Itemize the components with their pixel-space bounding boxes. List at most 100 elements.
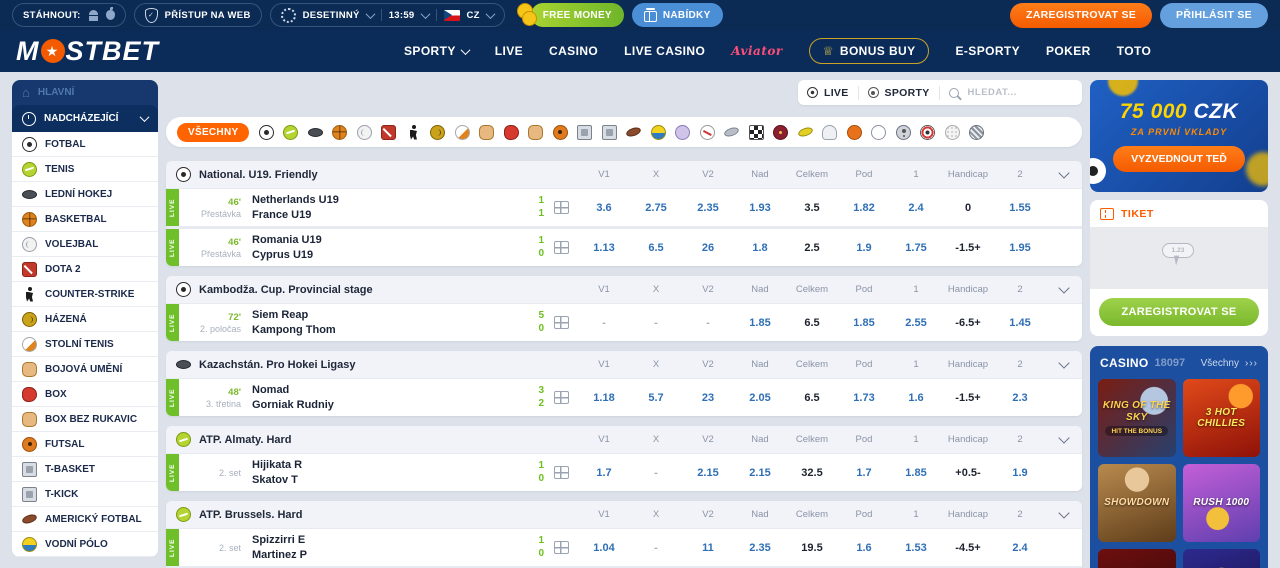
group-collapse-button[interactable] xyxy=(1046,167,1082,180)
sport-filter-racing[interactable] xyxy=(748,124,764,140)
odds-cell[interactable]: 11 xyxy=(702,541,714,554)
match-stats-button[interactable] xyxy=(544,241,578,254)
web-access-button[interactable]: PŘÍSTUP NA WEB xyxy=(133,3,262,27)
sport-filter-box[interactable] xyxy=(503,124,519,140)
claim-button[interactable]: VYZVEDNOUT TEĎ xyxy=(1113,146,1245,172)
sport-filter-hokej[interactable] xyxy=(307,125,323,140)
group-collapse-button[interactable] xyxy=(1046,432,1082,445)
sidebar-item-box[interactable]: BOX xyxy=(12,382,158,407)
sport-filter-all[interactable]: VŠECHNY xyxy=(177,122,250,142)
sport-filter-snooker[interactable] xyxy=(846,124,862,140)
odds-cell[interactable]: - xyxy=(654,316,658,329)
sidebar-item-counter-strike[interactable]: COUNTER-STRIKE xyxy=(12,282,158,307)
sport-filter-baseball[interactable] xyxy=(699,124,715,140)
match-row[interactable]: LIVE 72' 2. poločas Siem Reap Kampong Thom 5 0… xyxy=(166,303,1082,341)
odds-cell[interactable]: 1.6 xyxy=(856,541,872,554)
sport-filter-hatch[interactable] xyxy=(969,124,985,140)
match-row[interactable]: LIVE 46' Přestávka Netherlands U19 France U1… xyxy=(166,188,1082,226)
odds-cell[interactable]: 3.5 xyxy=(804,201,820,214)
tab-live[interactable]: LIVE xyxy=(807,87,849,99)
nav-item-live[interactable]: LIVE xyxy=(495,44,523,58)
odds-cell[interactable]: 1.82 xyxy=(853,201,875,214)
sport-filter-squash[interactable] xyxy=(675,124,691,140)
odds-cell[interactable]: 26 xyxy=(701,241,715,254)
sport-filter-chess[interactable] xyxy=(895,124,911,140)
odds-cell[interactable]: 1.6 xyxy=(908,391,924,404)
sidebar-item-home[interactable]: HLAVNÍ xyxy=(12,80,158,105)
offers-button[interactable]: NABÍDKY xyxy=(631,3,723,27)
sport-filter-badminton[interactable] xyxy=(822,124,838,140)
time-select[interactable]: 13:59 xyxy=(388,9,415,21)
odds-cell[interactable]: -6.5+ xyxy=(955,316,981,329)
sport-filter-tenis[interactable] xyxy=(283,124,299,140)
odds-cell[interactable]: 1.18 xyxy=(593,391,615,404)
nav-item-sporty[interactable]: SPORTY xyxy=(404,44,471,58)
odds-cell[interactable]: 19.5 xyxy=(801,541,823,554)
odds-cell[interactable]: 1.9 xyxy=(1012,466,1028,479)
odds-cell[interactable]: 6.5 xyxy=(804,316,820,329)
odds-cell[interactable]: 6.5 xyxy=(648,241,664,254)
promo-banner[interactable]: 75 000 CZK ZA PRVNÍ VKLADY VYZVEDNOUT TE… xyxy=(1090,80,1268,192)
odds-cell[interactable]: 2.75 xyxy=(645,201,667,214)
sidebar-item-box-bez-rukavic[interactable]: BOX BEZ RUKAVIC xyxy=(12,407,158,432)
casino-game-tile[interactable]: RUSH 1000 xyxy=(1182,464,1260,542)
odds-cell[interactable]: 1.73 xyxy=(853,391,875,404)
odds-cell[interactable]: - xyxy=(654,541,658,554)
nav-item-bonus-buy[interactable]: ♕ BONUS BUY xyxy=(808,38,930,64)
odds-cell[interactable]: 1.85 xyxy=(905,466,927,479)
sidebar-item-americk-fotbal[interactable]: AMERICKÝ FOTBAL xyxy=(12,507,158,532)
odds-cell[interactable]: +0.5- xyxy=(955,466,981,479)
odds-cell[interactable]: - xyxy=(706,316,710,329)
sport-filter-fotbal[interactable] xyxy=(258,124,274,140)
sidebar-item-t-kick[interactable]: T-KICK xyxy=(12,482,158,507)
mostbet-logo[interactable]: M STBET xyxy=(16,36,159,67)
odds-cell[interactable]: 1.9 xyxy=(856,241,872,254)
apple-icon[interactable] xyxy=(105,7,115,20)
casino-all-arrow-icon[interactable]: ››› xyxy=(1245,357,1258,369)
odds-cell[interactable]: 6.5 xyxy=(804,391,820,404)
odds-cell[interactable]: 1.85 xyxy=(749,316,771,329)
match-row[interactable]: LIVE 2. set Hijikata R Skatov T 1 0 1.7-2.15 2.… xyxy=(166,453,1082,491)
sidebar-item-bojov-um-n[interactable]: BOJOVÁ UMĚNÍ xyxy=(12,357,158,382)
nav-item-aviator[interactable]: Aviator xyxy=(731,44,783,58)
odds-cell[interactable]: 2.4 xyxy=(908,201,924,214)
odds-cell[interactable]: -4.5+ xyxy=(955,541,981,554)
nav-item-e-sporty[interactable]: E-SPORTY xyxy=(955,44,1020,58)
odds-cell[interactable]: 3.6 xyxy=(596,201,612,214)
odds-cell[interactable]: 2.15 xyxy=(749,466,771,479)
sport-filter-volejbal[interactable] xyxy=(356,124,372,140)
group-collapse-button[interactable] xyxy=(1046,357,1082,370)
casino-game-tile[interactable]: 100 SUPER HOT xyxy=(1098,549,1176,568)
search-input[interactable] xyxy=(965,86,1073,99)
odds-cell[interactable]: 2.55 xyxy=(905,316,927,329)
nav-item-live-casino[interactable]: LIVE CASINO xyxy=(624,44,705,58)
odds-cell[interactable]: - xyxy=(654,466,658,479)
match-row[interactable]: LIVE1. setAltmaier DBailly G A002.95-1.4… xyxy=(166,566,1082,568)
odds-cell[interactable]: 2.3 xyxy=(1012,391,1028,404)
odds-cell[interactable]: 1.75 xyxy=(905,241,927,254)
sport-filter-darts[interactable] xyxy=(920,124,936,140)
odds-cell[interactable]: 1.55 xyxy=(1009,201,1031,214)
odds-cell[interactable]: -1.5+ xyxy=(955,391,981,404)
casino-game-tile[interactable]: SHOWDOWN xyxy=(1098,464,1176,542)
sport-filter-tkick[interactable] xyxy=(601,124,617,140)
odds-cell[interactable]: 2.35 xyxy=(749,541,771,554)
odds-cell[interactable]: 2.35 xyxy=(697,201,719,214)
match-stats-button[interactable] xyxy=(544,201,578,214)
odds-cell[interactable]: 1.13 xyxy=(593,241,615,254)
odds-cell[interactable]: 1.7 xyxy=(596,466,612,479)
sidebar-item-dota-2[interactable]: DOTA 2 xyxy=(12,257,158,282)
match-stats-button[interactable] xyxy=(544,391,578,404)
sport-filter-futsal[interactable] xyxy=(552,124,568,140)
odds-cell[interactable]: 23 xyxy=(701,391,715,404)
sidebar-item-h-zen[interactable]: HÁZENÁ xyxy=(12,307,158,332)
odds-cell[interactable]: 1.53 xyxy=(905,541,927,554)
odds-cell[interactable]: 5.7 xyxy=(648,391,664,404)
sport-filter-cricket[interactable] xyxy=(773,124,789,140)
match-stats-button[interactable] xyxy=(544,316,578,329)
nav-item-casino[interactable]: CASINO xyxy=(549,44,598,58)
sidebar-item-futsal[interactable]: FUTSAL xyxy=(12,432,158,457)
casino-game-tile[interactable]: 3 HOT CHILLIES xyxy=(1182,379,1260,457)
match-row[interactable]: LIVE 48' 3. třetina Nomad Gorniak Rudniy 3 2 1.… xyxy=(166,378,1082,416)
odds-cell[interactable]: 0 xyxy=(964,201,972,214)
